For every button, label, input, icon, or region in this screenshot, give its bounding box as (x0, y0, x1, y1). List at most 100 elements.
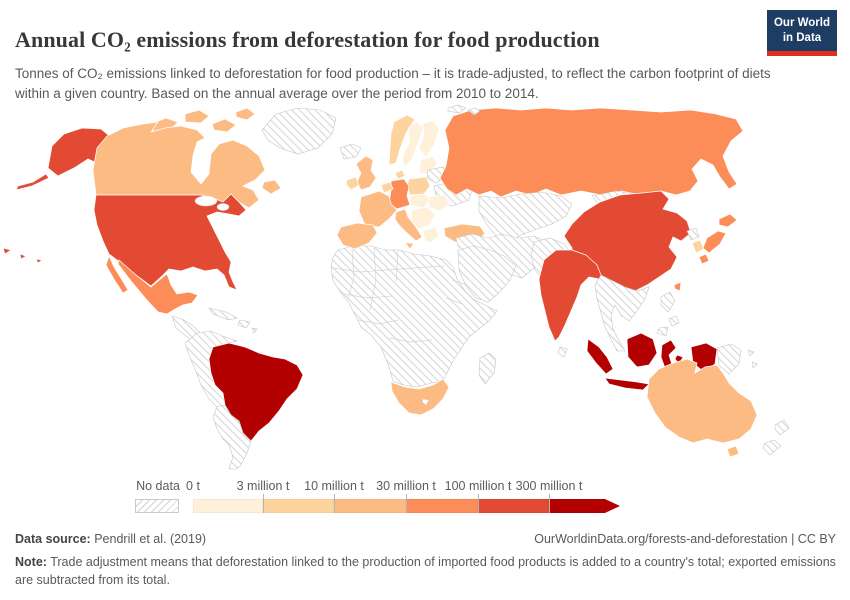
map-legend: No data 0 t 3 million t 10 million t 30 mil… (0, 476, 850, 518)
world-map-svg (2, 104, 790, 470)
world-map (0, 104, 850, 474)
country-taiwan[interactable] (673, 281, 682, 292)
great-lakes (194, 195, 218, 207)
country-north-korea[interactable] (686, 227, 700, 241)
country-australia-tasmania[interactable] (726, 445, 740, 458)
country-japan-kyushu[interactable] (698, 253, 710, 265)
country-japan-hokkaido[interactable] (718, 213, 738, 228)
data-source-text: Pendrill et al. (2019) (90, 532, 207, 546)
country-poland[interactable] (406, 176, 431, 196)
country-south-africa[interactable] (390, 378, 450, 416)
country-japan-honshu[interactable] (702, 230, 727, 254)
country-usa-hawaii[interactable] (35, 258, 43, 264)
region-svalbard[interactable] (447, 104, 467, 114)
owid-logo[interactable]: Our World in Data (767, 10, 837, 56)
country-uk[interactable] (355, 155, 377, 191)
legend-bin-5[interactable] (549, 499, 605, 513)
region-central-europe[interactable] (409, 193, 432, 209)
africa-internal-borders (332, 247, 471, 343)
country-italy[interactable] (394, 208, 423, 242)
country-mexico[interactable] (117, 259, 199, 315)
owid-logo-line1: Our World (773, 17, 830, 29)
country-russia[interactable] (439, 107, 744, 198)
region-benelux[interactable] (380, 181, 394, 194)
legend-bin-label: 10 million t (304, 479, 364, 493)
country-philippines[interactable] (668, 315, 680, 327)
country-france[interactable] (358, 190, 398, 228)
region-caribbean[interactable] (251, 327, 258, 334)
legend-bin-2[interactable] (334, 499, 406, 513)
country-usa-hawaii[interactable] (2, 247, 12, 255)
country-philippines[interactable] (656, 326, 669, 337)
country-canada[interactable] (92, 121, 266, 209)
data-source: Data source: Pendrill et al. (2019) (15, 532, 206, 546)
legend-bin-label: 30 million t (376, 479, 436, 493)
country-germany[interactable] (388, 178, 411, 210)
country-papua-new-guinea[interactable] (747, 349, 755, 357)
legend-no-data-swatch[interactable] (135, 499, 179, 513)
country-greenland[interactable] (261, 107, 337, 155)
country-philippines[interactable] (660, 291, 676, 313)
country-finland[interactable] (418, 120, 440, 158)
country-usa-hawaii[interactable] (19, 253, 27, 260)
country-sri-lanka[interactable] (557, 346, 568, 358)
country-greece[interactable] (422, 226, 440, 244)
region-svalbard[interactable] (467, 107, 481, 116)
legend-tick (406, 494, 407, 513)
data-source-label: Data source: (15, 532, 91, 546)
legend-bar: 0 t 3 million t 10 million t 30 million t 10… (186, 476, 663, 518)
country-south-korea[interactable] (691, 239, 705, 254)
legend-tick (334, 494, 335, 513)
country-madagascar[interactable] (478, 352, 497, 385)
region-balkans[interactable] (410, 206, 436, 230)
country-ireland[interactable] (345, 176, 360, 191)
legend-bin-label: 100 million t (444, 479, 512, 493)
country-canada-arctic[interactable] (211, 118, 237, 133)
country-papua-new-guinea[interactable] (751, 361, 758, 369)
country-denmark[interactable] (394, 169, 406, 180)
country-alaska-aleutians[interactable] (15, 173, 50, 191)
region-iberia[interactable] (336, 222, 378, 250)
country-new-zealand[interactable] (774, 419, 790, 436)
country-indonesia-sulawesi[interactable] (660, 339, 677, 369)
region-central-asia[interactable] (478, 191, 573, 244)
country-new-zealand[interactable] (762, 439, 782, 456)
great-lakes (216, 203, 230, 211)
country-mexico-baja[interactable] (105, 255, 129, 294)
country-papua-new-guinea[interactable] (716, 343, 742, 375)
country-norway[interactable] (388, 114, 416, 166)
country-brazil[interactable] (208, 342, 304, 442)
legend-bin-3[interactable] (406, 499, 478, 513)
region-se-asia[interactable] (594, 274, 650, 352)
legend-tick (478, 494, 479, 513)
legend-bin-1[interactable] (263, 499, 334, 513)
country-indonesia-borneo[interactable] (626, 332, 658, 368)
legend-no-data-label: No data (136, 479, 180, 493)
country-romania[interactable] (428, 194, 450, 212)
region-caribbean[interactable] (237, 319, 251, 329)
footer: Data source: Pendrill et al. (2019) OurW… (15, 532, 836, 546)
legend-bin-label: 3 million t (236, 479, 290, 493)
chart-subtitle: Tonnes of CO₂ emissions linked to defore… (15, 65, 771, 102)
owid-url-link[interactable]: OurWorldinData.org/forests-and-deforesta… (534, 532, 836, 546)
chart-title: Annual CO₂ emissions from deforestation … (15, 26, 600, 52)
country-indonesia-java[interactable] (604, 377, 650, 391)
region-caribbean[interactable] (208, 307, 238, 321)
legend-bin-label: 0 t (186, 479, 200, 493)
legend-bin-0[interactable] (193, 499, 263, 513)
country-canada-newfoundland[interactable] (261, 179, 282, 195)
country-italy-sicily[interactable] (404, 242, 415, 250)
country-indonesia-sumatra[interactable] (586, 338, 614, 375)
region-south-america-south[interactable] (212, 404, 252, 470)
country-sweden[interactable] (401, 121, 424, 168)
note-text: Trade adjustment means that deforestatio… (15, 555, 836, 588)
country-canada-arctic[interactable] (235, 107, 256, 121)
owid-logo-line2: in Data (782, 31, 822, 44)
country-australia[interactable] (646, 358, 758, 444)
lesotho (421, 398, 430, 406)
country-canada-arctic[interactable] (184, 109, 210, 124)
legend-bin-4[interactable] (478, 499, 549, 513)
region-arabia[interactable] (457, 245, 517, 303)
country-iceland[interactable] (339, 143, 362, 160)
